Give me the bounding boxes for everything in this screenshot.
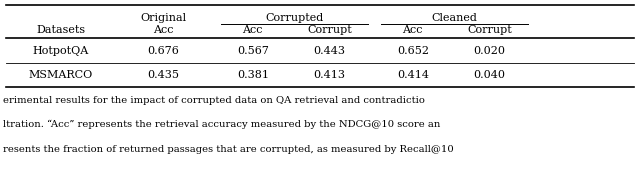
- Text: 0.381: 0.381: [237, 70, 269, 80]
- Text: Acc: Acc: [243, 25, 263, 35]
- Text: Corrupted: Corrupted: [265, 13, 324, 23]
- Text: 0.414: 0.414: [397, 70, 429, 80]
- Text: Acc: Acc: [153, 25, 173, 35]
- Text: 0.020: 0.020: [474, 46, 506, 56]
- Text: ltration. “Acc” represents the retrieval accuracy measured by the NDCG@10 score : ltration. “Acc” represents the retrieval…: [3, 120, 440, 129]
- Text: 0.567: 0.567: [237, 46, 269, 56]
- Text: Acc: Acc: [403, 25, 423, 35]
- Text: Corrupt: Corrupt: [467, 25, 512, 35]
- Text: 0.435: 0.435: [147, 70, 179, 80]
- Text: Corrupt: Corrupt: [307, 25, 352, 35]
- Text: 0.413: 0.413: [314, 70, 346, 80]
- Text: Cleaned: Cleaned: [431, 13, 477, 23]
- Text: erimental results for the impact of corrupted data on QA retrieval and contradic: erimental results for the impact of corr…: [3, 96, 425, 105]
- Text: MSMARCO: MSMARCO: [29, 70, 93, 80]
- Text: 0.040: 0.040: [474, 70, 506, 80]
- Text: 0.443: 0.443: [314, 46, 346, 56]
- Text: 0.676: 0.676: [147, 46, 179, 56]
- Text: 0.652: 0.652: [397, 46, 429, 56]
- Text: Original: Original: [140, 13, 186, 23]
- Text: HotpotQA: HotpotQA: [33, 46, 89, 56]
- Text: Datasets: Datasets: [36, 25, 85, 35]
- Text: resents the fraction of returned passages that are corrupted, as measured by Rec: resents the fraction of returned passage…: [3, 145, 454, 154]
